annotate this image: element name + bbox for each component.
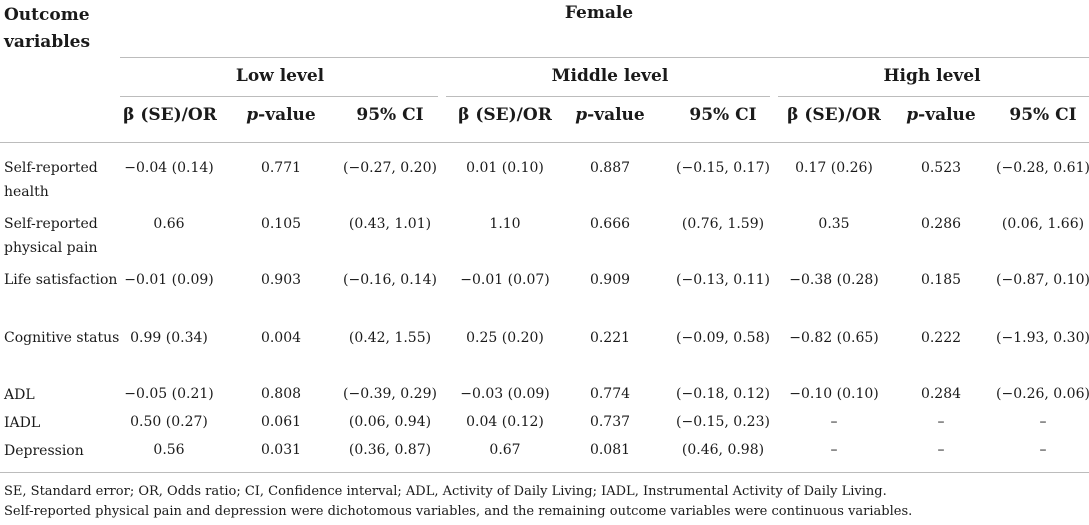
table-cell: 0.286 [920,216,962,232]
outcome-variables-header: Outcome variables [4,5,91,52]
table-cell: 0.774 [589,386,631,402]
table-cell: 0.66 [153,216,185,232]
table-cell: 0.50 (0.27) [130,414,208,430]
col-ci-high: 95% CI [1009,105,1077,125]
level-header-high: High level [883,66,981,86]
table-bottom-rule [0,472,1089,473]
col-p-high: p-value [906,105,975,125]
table-cell: 0.031 [260,442,302,458]
group-header-female: Female [564,3,634,23]
table-cell: 0.808 [260,386,302,402]
table-cell: (−0.27, 0.20) [343,160,437,176]
table-cell: −0.04 (0.14) [124,160,214,176]
col-beta-middle: β (SE)/OR [458,105,552,125]
header-bottom-rule [0,142,1089,143]
p-italic: p [575,105,588,125]
table-cell: (−0.15, 0.23) [676,414,770,430]
table-cell: 0.004 [260,330,302,346]
table-cell: (−0.18, 0.12) [676,386,770,402]
table-cell: (0.46, 0.98) [681,442,765,458]
table-cell: 0.081 [589,442,631,458]
table-cell: 0.222 [920,330,962,346]
table-cell: 0.67 [489,442,521,458]
table-cell: (−0.15, 0.17) [676,160,770,176]
p-suffix: -value [918,105,976,125]
table-cell: (0.06, 1.66) [1001,216,1085,232]
table-cell: 0.185 [920,272,962,288]
table-cell: 0.771 [260,160,302,176]
level-header-middle: Middle level [551,66,669,86]
footnote-variable-types: Self-reported physical pain and depressi… [4,504,913,519]
table-cell: 0.666 [589,216,631,232]
table-cell: −0.01 (0.07) [460,272,550,288]
table-cell: 0.737 [589,414,631,430]
row-label-iadl: IADL [4,415,41,431]
table-cell: 0.903 [260,272,302,288]
table-cell: – [830,442,838,458]
col-ci-middle: 95% CI [689,105,757,125]
table-cell: −0.82 (0.65) [789,330,879,346]
p-suffix: -value [587,105,645,125]
level-underline-middle [446,96,770,97]
col-p-middle: p-value [575,105,644,125]
table-cell: (−0.13, 0.11) [676,272,770,288]
table-cell: (−0.16, 0.14) [343,272,437,288]
table-cell: 0.17 (0.26) [795,160,873,176]
col-beta-low: β (SE)/OR [123,105,217,125]
table-cell: −0.38 (0.28) [789,272,879,288]
row-label-self-reported-health: Self-reported health [4,160,98,200]
table-cell: (0.76, 1.59) [681,216,765,232]
table-cell: (0.36, 0.87) [348,442,432,458]
table-cell: 0.221 [589,330,631,346]
table-cell: (0.42, 1.55) [348,330,432,346]
table-cell: 1.10 [489,216,521,232]
table-cell: 0.284 [920,386,962,402]
table-cell: 0.04 (0.12) [466,414,544,430]
table-cell: 0.061 [260,414,302,430]
table-cell: (−0.26, 0.06) [996,386,1089,402]
table-cell: 0.105 [260,216,302,232]
table-cell: 0.35 [818,216,850,232]
row-label-adl: ADL [4,387,35,403]
row-label-cognitive-status: Cognitive status [4,330,120,346]
table-cell: – [1039,414,1047,430]
col-ci-low: 95% CI [356,105,424,125]
table-cell: 0.99 (0.34) [130,330,208,346]
group-underline [120,57,1089,58]
p-italic: p [246,105,259,125]
table-cell: (−0.28, 0.61) [996,160,1089,176]
table-cell: (−0.39, 0.29) [343,386,437,402]
table-cell: – [937,414,945,430]
col-p-low: p-value [246,105,315,125]
p-italic: p [906,105,919,125]
table-cell: – [830,414,838,430]
table-cell: (−0.87, 0.10) [996,272,1089,288]
level-underline-low [120,96,438,97]
table-cell: 0.909 [589,272,631,288]
table-cell: – [1039,442,1047,458]
level-header-low: Low level [235,66,325,86]
table-cell: −0.05 (0.21) [124,386,214,402]
p-suffix: -value [258,105,316,125]
row-label-life-satisfaction: Life satisfaction [4,272,118,288]
table-cell: (0.43, 1.01) [348,216,432,232]
table-cell: −0.10 (0.10) [789,386,879,402]
row-label-self-reported-physical-pain: Self-reported physical pain [4,216,98,256]
table-cell: 0.523 [920,160,962,176]
level-underline-high [778,96,1089,97]
row-label-depression: Depression [4,443,84,459]
col-beta-high: β (SE)/OR [787,105,881,125]
table-cell: 0.01 (0.10) [466,160,544,176]
table-cell: (−1.93, 0.30) [996,330,1089,346]
table-cell: 0.887 [589,160,631,176]
table-cell: −0.03 (0.09) [460,386,550,402]
table-cell: 0.25 (0.20) [466,330,544,346]
table-cell: (0.06, 0.94) [348,414,432,430]
table-cell: (−0.09, 0.58) [676,330,770,346]
footnote-abbreviations: SE, Standard error; OR, Odds ratio; CI, … [4,484,887,499]
table-cell: 0.56 [153,442,185,458]
table-cell: – [937,442,945,458]
table-cell: −0.01 (0.09) [124,272,214,288]
